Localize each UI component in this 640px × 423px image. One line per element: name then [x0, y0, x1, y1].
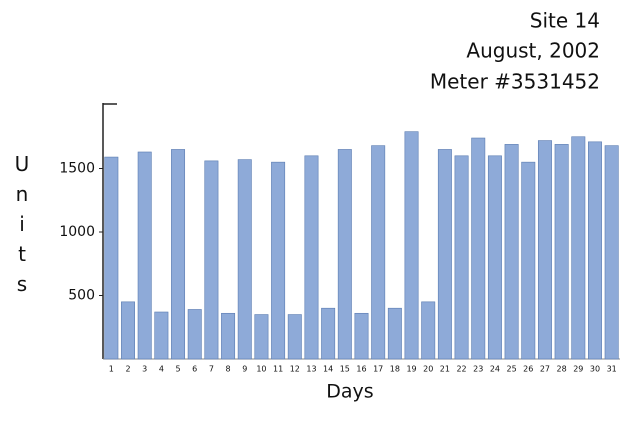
y-tick-label: 500: [68, 288, 95, 304]
x-tick-label: 25: [507, 365, 517, 374]
bar: [137, 151, 152, 360]
x-tick-label: 11: [273, 365, 283, 374]
x-tick-label: 6: [192, 365, 197, 374]
bar: [437, 149, 452, 360]
x-tick-label: 16: [356, 365, 366, 374]
x-tick-label: 22: [456, 365, 466, 374]
bar: [571, 136, 586, 360]
bar: [204, 160, 219, 360]
x-tick-label: 29: [573, 365, 583, 374]
x-tick-label: 23: [473, 365, 483, 374]
x-tick-label: 14: [323, 365, 333, 374]
bar: [521, 161, 536, 360]
bar: [154, 311, 169, 360]
x-tick-label: 3: [142, 365, 147, 374]
bar: [504, 144, 519, 360]
bar: [354, 312, 369, 360]
bar: [121, 301, 135, 360]
y-tick-label: 1500: [59, 161, 95, 177]
x-tick-label: 31: [607, 365, 617, 374]
x-tick-label: 5: [176, 365, 181, 374]
y-tick-label: 1000: [59, 224, 95, 240]
chart-title: Meter #3531452: [430, 70, 600, 94]
bar: [604, 145, 619, 360]
bar: [171, 149, 186, 360]
bar: [554, 144, 569, 360]
x-tick-label: 24: [490, 365, 500, 374]
x-tick-label: 30: [590, 365, 600, 374]
x-tick-label: 9: [242, 365, 247, 374]
bar: [187, 309, 202, 360]
bar: [304, 155, 319, 360]
bar: [404, 131, 419, 360]
x-axis-label: Days: [326, 381, 373, 403]
x-tick-label: 7: [209, 365, 214, 374]
bar: [271, 161, 286, 360]
x-tick-label: 10: [256, 365, 266, 374]
x-tick-label: 27: [540, 365, 550, 374]
bar: [387, 307, 402, 360]
x-tick-label: 18: [390, 365, 400, 374]
chart-title: August, 2002: [466, 39, 600, 63]
x-tick-label: 26: [523, 365, 533, 374]
bar: [221, 312, 236, 360]
x-tick-label: 4: [159, 365, 164, 374]
x-tick-label: 21: [440, 365, 450, 374]
chart-title: Site 14: [530, 9, 600, 33]
x-tick-label: 8: [226, 365, 231, 374]
x-tick-label: 1: [109, 365, 114, 374]
bar: [454, 155, 469, 360]
bar: [537, 140, 552, 360]
y-axis-label: Units: [10, 152, 34, 302]
x-tick-label: 19: [406, 365, 416, 374]
x-tick-label: 2: [125, 365, 130, 374]
x-tick-label: 15: [340, 365, 350, 374]
x-tick-label: 12: [290, 365, 300, 374]
x-tick-label: 17: [373, 365, 383, 374]
bar: [237, 159, 252, 360]
bar: [588, 141, 602, 360]
bar: [471, 137, 486, 360]
bar: [104, 156, 119, 360]
bar: [487, 155, 502, 360]
x-tick-label: 13: [306, 365, 316, 374]
bar: [337, 149, 352, 360]
bar: [421, 301, 436, 360]
bar: [371, 145, 386, 360]
x-tick-label: 28: [557, 365, 567, 374]
bar: [287, 314, 302, 360]
bar: [254, 314, 269, 360]
x-tick-label: 20: [423, 365, 433, 374]
bar: [321, 307, 336, 360]
